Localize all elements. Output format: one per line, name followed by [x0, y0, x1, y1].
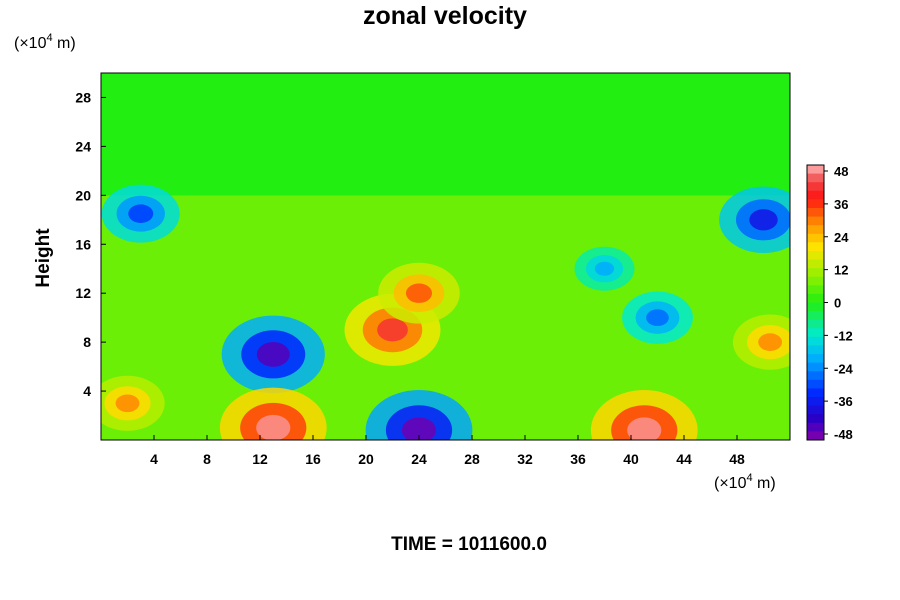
colorbar-swatch: [807, 207, 824, 218]
x-tick-label: 32: [517, 451, 533, 467]
y-tick-label: 8: [83, 334, 91, 350]
colorbar-swatch: [807, 190, 824, 200]
colorbar-swatch: [807, 182, 824, 192]
colorbar-swatch: [807, 328, 824, 338]
colorbar-swatch: [807, 165, 824, 175]
colorbar-tick-label: -12: [834, 328, 853, 343]
field-feature-9-level-2: [627, 417, 662, 440]
x-tick-label: 8: [203, 451, 211, 467]
field-feature-3-level-2: [128, 204, 154, 223]
x-tick-label: 44: [676, 451, 692, 467]
y-axis-ticks: 4 8 12 16 20 24 28: [75, 89, 106, 399]
colorbar-swatch: [807, 336, 824, 346]
colorbar-swatch: [807, 285, 824, 295]
x-tick-label: 12: [252, 451, 268, 467]
y-tick-label: 16: [75, 236, 91, 252]
y-unit-label: (×104 m): [14, 32, 76, 52]
field-feature-7-level-2: [758, 333, 783, 351]
colorbar-swatch: [807, 422, 824, 432]
field-feature-4-level-2: [749, 209, 778, 231]
x-unit-label: (×104 m): [714, 472, 776, 492]
colorbar-swatch: [807, 379, 824, 389]
field-feature-5-level-2: [646, 309, 669, 327]
y-tick-label: 20: [75, 187, 91, 203]
field-feature-11-level-2: [115, 394, 140, 413]
colorbar-tick-label: -36: [834, 394, 853, 409]
colorbar-swatch: [807, 362, 824, 372]
colorbar-swatch: [807, 405, 824, 415]
colorbar-swatch: [807, 250, 824, 261]
x-axis-ticks: 4 8 12 16 20 24 28 32 36 40 44 48: [150, 435, 745, 467]
colorbar-swatch: [807, 259, 824, 269]
colorbar-tick-label: 12: [834, 263, 848, 278]
y-axis-label: Height: [33, 228, 54, 288]
velocity-field: [101, 73, 790, 440]
colorbar-swatch: [807, 311, 824, 321]
field-feature-6-level-2: [594, 261, 615, 276]
colorbar-swatch: [807, 293, 824, 303]
colorbar-swatch: [807, 388, 824, 398]
colorbar-swatch: [807, 268, 824, 278]
chart-title: zonal velocity: [363, 2, 527, 30]
y-tick-label: 4: [83, 383, 91, 399]
colorbar-swatch: [807, 397, 824, 407]
x-tick-label: 4: [150, 451, 158, 467]
colorbar-swatch: [807, 302, 824, 312]
colorbar-swatch: [807, 319, 824, 329]
plot-frame: [100, 72, 791, 441]
x-tick-label: 16: [305, 451, 321, 467]
y-tick-label: 24: [75, 138, 91, 154]
field-feature-10-level-2: [401, 417, 437, 440]
field-feature-2-level-2: [256, 341, 290, 367]
colorbar-swatch: [807, 233, 824, 243]
colorbar-swatch: [807, 242, 824, 252]
x-tick-label: 28: [464, 451, 480, 467]
colorbar-swatch: [807, 225, 824, 235]
time-label: TIME = 1011600.0: [391, 534, 547, 555]
colorbar-swatch: [807, 354, 824, 364]
y-tick-label: 12: [75, 285, 91, 301]
colorbar-tick-label: 48: [834, 164, 848, 179]
colorbar-swatch: [807, 199, 824, 209]
x-tick-label: 20: [358, 451, 374, 467]
field-feature-8-level-2: [256, 414, 291, 440]
colorbar-swatch: [807, 431, 824, 441]
colorbar: 48 36 24 12 0 -12 -24 -36 -48: [806, 164, 854, 442]
field-feature-0-level-2: [377, 318, 408, 342]
colorbar-tick-label: 24: [834, 230, 849, 245]
x-tick-label: 40: [623, 451, 639, 467]
colorbar-tick-label: 36: [834, 197, 848, 212]
colorbar-swatch: [807, 216, 824, 226]
colorbar-tick-label: -24: [834, 361, 854, 376]
y-tick-label: 28: [75, 89, 91, 105]
field-feature-1-level-2: [405, 283, 433, 303]
x-tick-label: 36: [570, 451, 586, 467]
colorbar-swatch: [807, 371, 824, 381]
x-tick-label: 24: [411, 451, 427, 467]
x-tick-label: 48: [729, 451, 745, 467]
upper-field-region: [101, 73, 790, 196]
colorbar-swatch: [807, 173, 824, 183]
colorbar-tick-label: 0: [834, 296, 841, 311]
colorbar-swatch: [807, 414, 824, 424]
colorbar-tick-label: -48: [834, 427, 853, 442]
plot-area: [101, 73, 790, 440]
colorbar-swatch: [807, 345, 824, 355]
colorbar-swatch: [807, 276, 824, 286]
